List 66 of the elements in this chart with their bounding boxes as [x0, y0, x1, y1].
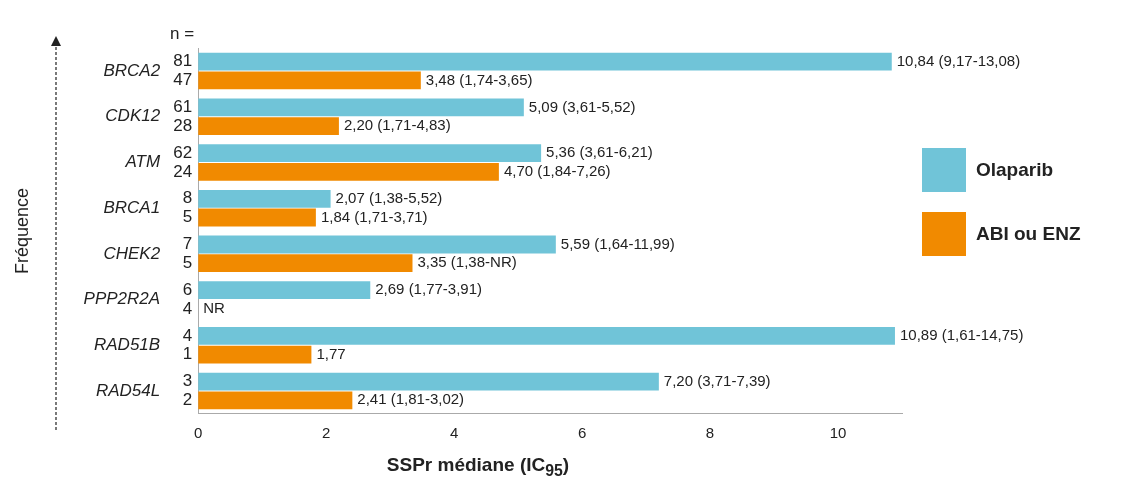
y-tick-label: BRCA1	[103, 197, 161, 217]
text: 47	[173, 70, 193, 90]
bar	[198, 235, 556, 254]
bar	[198, 98, 524, 117]
y-tick-label: CHEK2	[103, 243, 161, 263]
text: 24	[173, 161, 193, 181]
data-label: 7,20 (3,71-7,39)	[663, 371, 771, 389]
y-axis-title: Fréquence	[11, 187, 32, 275]
bar	[198, 71, 421, 90]
y-tick-label: BRCA2	[103, 60, 161, 80]
data-label: 2,41 (1,81-3,02)	[357, 390, 465, 408]
x-tick-label: 0	[193, 423, 203, 441]
data-label: 10,84 (9,17-13,08)	[896, 51, 1021, 69]
text: 62	[173, 142, 193, 162]
text: 4	[182, 325, 193, 345]
data-label: 1,77	[316, 344, 346, 362]
bar	[198, 254, 413, 273]
y-tick-label: PPP2R2A	[83, 289, 161, 309]
text: 8	[182, 188, 193, 208]
text: 1	[182, 344, 193, 364]
bar	[198, 117, 339, 136]
text: 61	[173, 97, 193, 117]
y-tick-label: ATM	[124, 152, 161, 172]
bar	[198, 189, 331, 208]
text: n =	[170, 23, 195, 43]
bar	[198, 208, 316, 227]
x-tick-label: 2	[321, 423, 331, 441]
text: 81	[173, 51, 193, 71]
bar	[198, 372, 659, 391]
bar	[198, 52, 892, 71]
data-label: 5,59 (1,64-11,99)	[560, 234, 675, 252]
data-label: 2,07 (1,38-5,52)	[335, 188, 443, 206]
text: 28	[173, 115, 193, 135]
text: 2	[182, 390, 193, 410]
data-label: 1,84 (1,71-3,71)	[320, 207, 428, 225]
bar	[198, 326, 895, 345]
text: NR	[203, 299, 225, 317]
data-label: 10,89 (1,61-14,75)	[899, 326, 1024, 344]
data-label: 3,35 (1,38-NR)	[417, 253, 517, 271]
data-label: 2,69 (1,77-3,91)	[375, 280, 483, 298]
bar	[198, 162, 499, 181]
y-tick-label: RAD54L	[95, 380, 161, 400]
bar	[198, 281, 371, 300]
data-label: 5,09 (3,61-5,52)	[528, 97, 636, 115]
data-label: 2,20 (1,71-4,83)	[343, 116, 451, 134]
x-tick-label: 6	[577, 423, 587, 441]
legend-label: Olaparib	[976, 159, 1054, 181]
bar	[198, 345, 312, 364]
y-tick-label: CDK12	[105, 106, 161, 126]
x-tick-label: 8	[705, 423, 715, 441]
bar	[198, 144, 542, 162]
data-label: 3,48 (1,74-3,65)	[425, 70, 533, 88]
bar	[198, 391, 353, 410]
text: 3	[182, 371, 193, 391]
x-axis-title: SSPr médiane (IC$_{95}$)	[385, 454, 571, 480]
text: 7	[182, 234, 193, 254]
x-tick-label: 4	[449, 423, 459, 441]
legend-label: ABI ou ENZ	[976, 223, 1081, 245]
x-tick-label: 10	[829, 423, 847, 441]
data-label: 5,36 (3,61-6,21)	[546, 143, 653, 161]
y-tick-label: RAD51B	[94, 334, 161, 354]
text: 5	[182, 252, 193, 272]
text: 5	[182, 207, 193, 227]
data-label: 4,70 (1,84-7,26)	[503, 161, 611, 179]
text: 4	[182, 298, 193, 318]
text: 6	[182, 279, 193, 299]
